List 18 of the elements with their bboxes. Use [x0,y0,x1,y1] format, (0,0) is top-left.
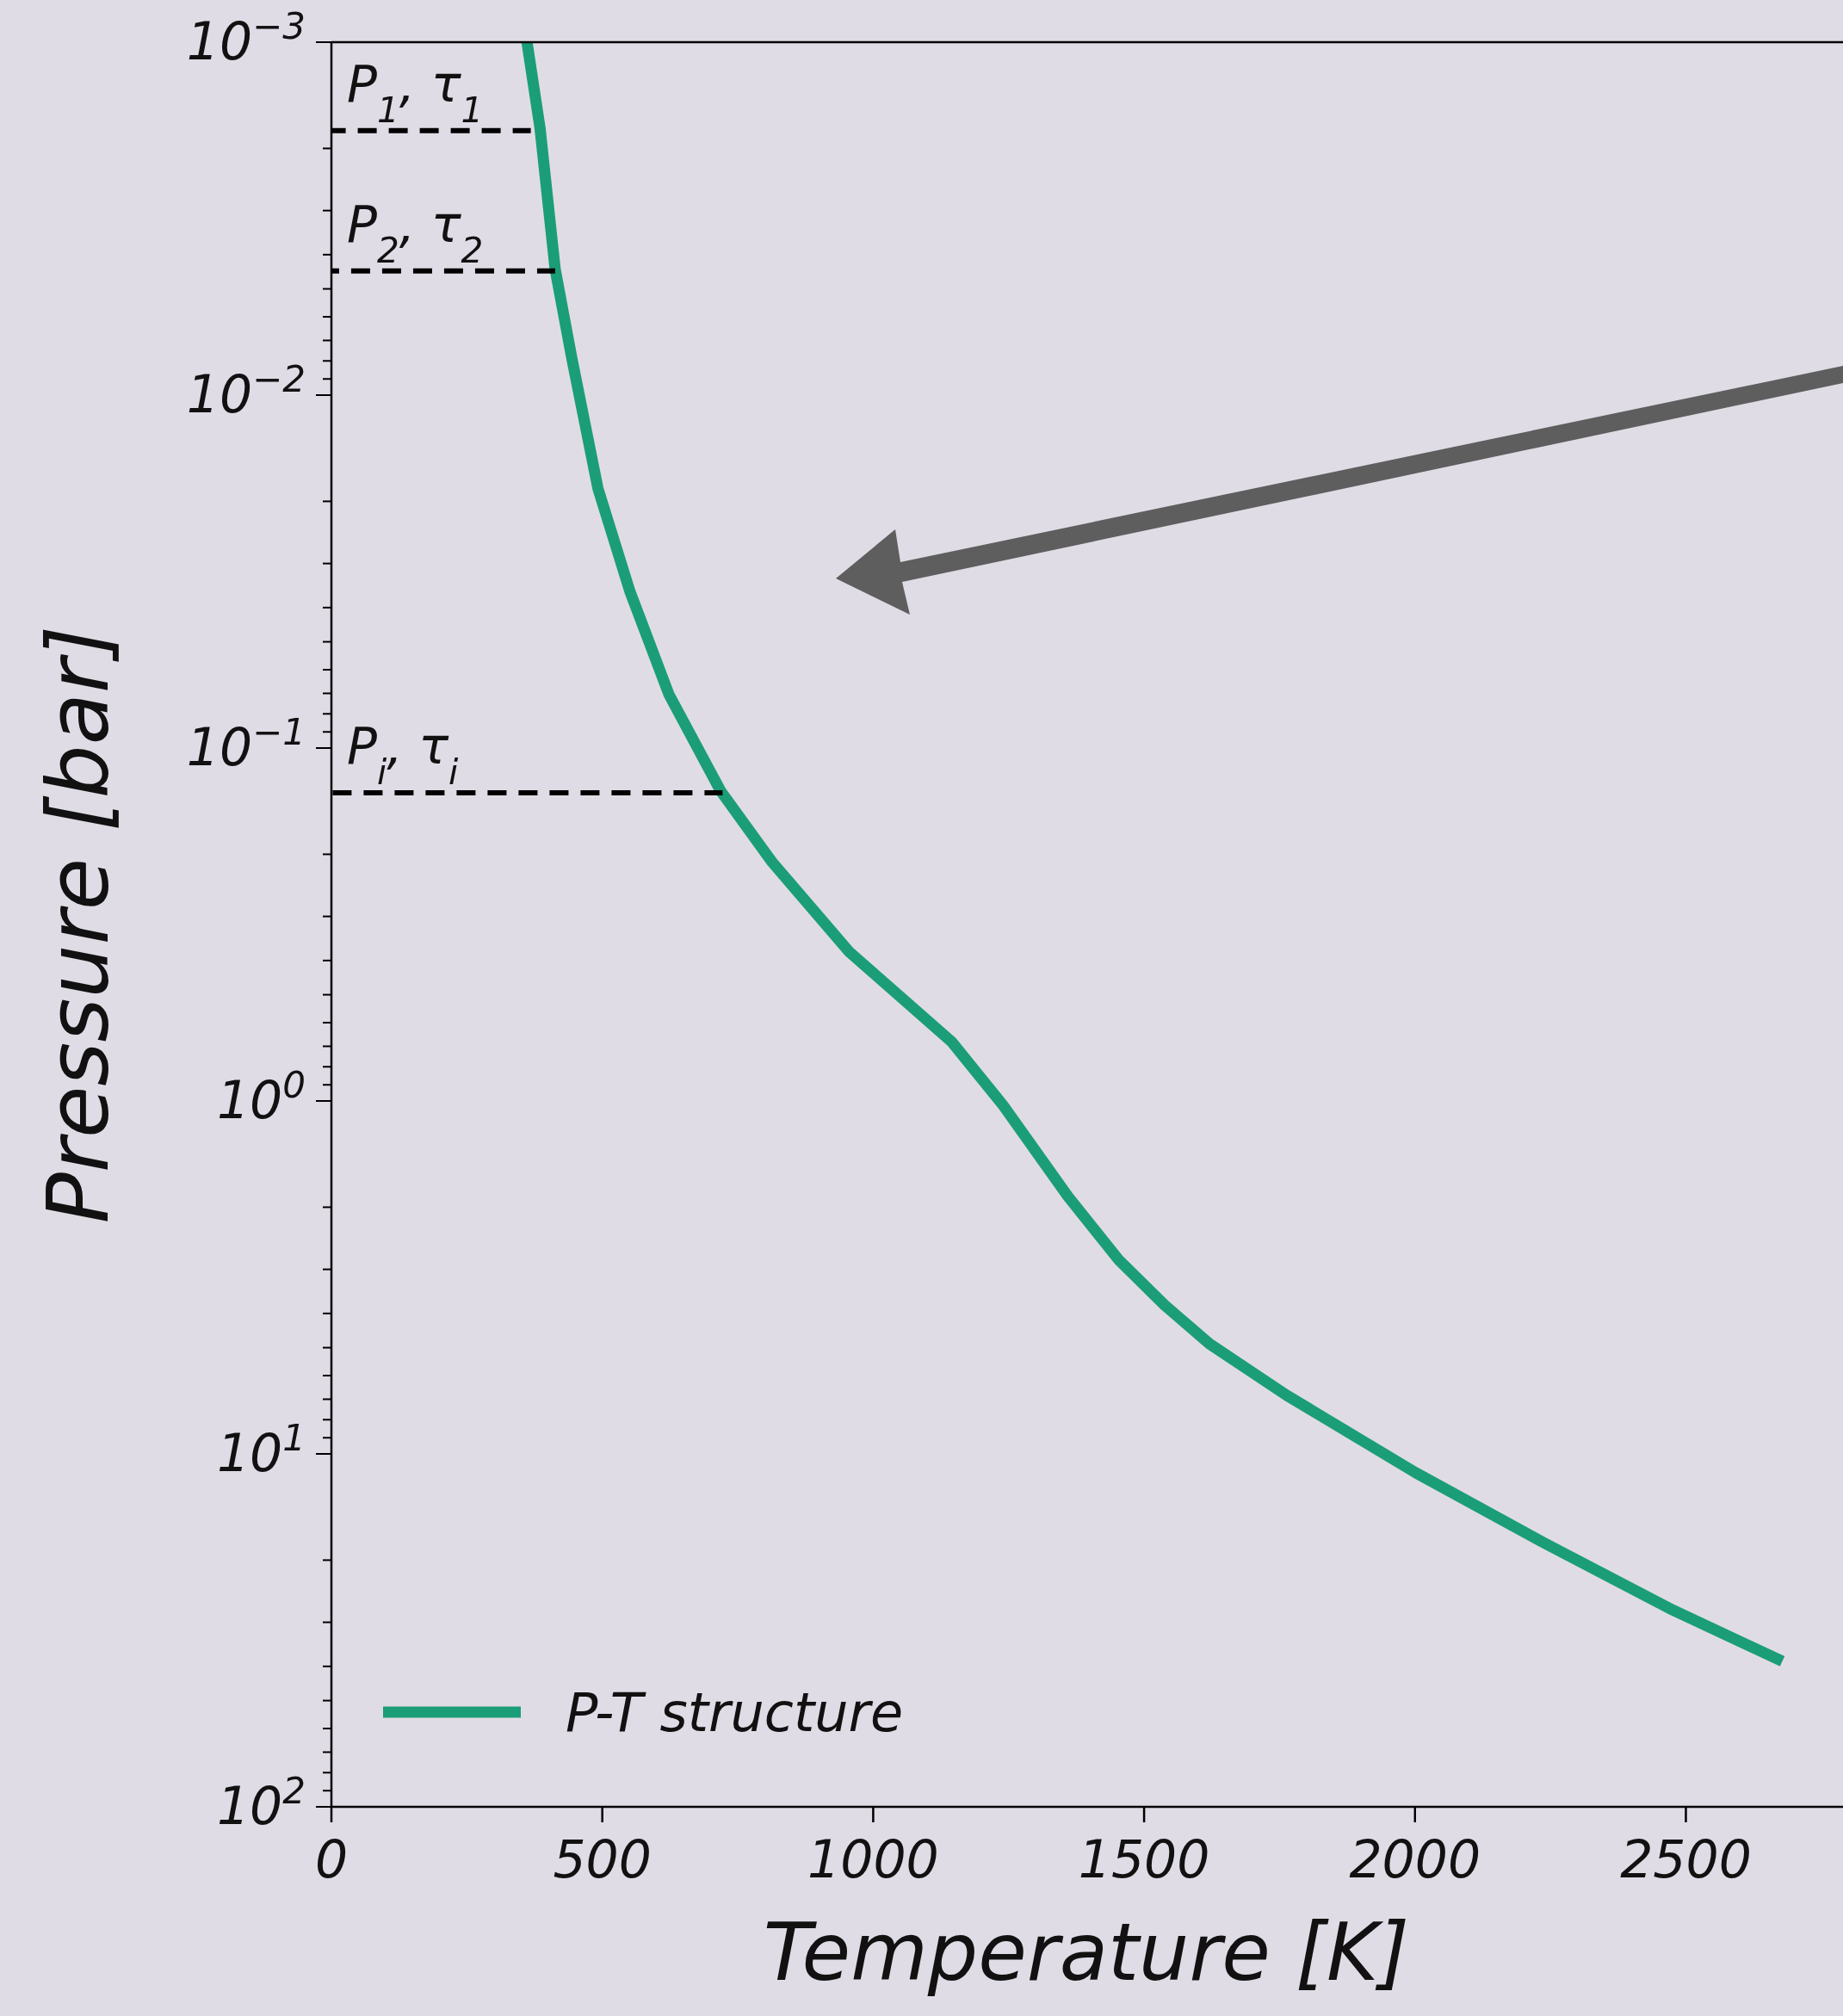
y-tick-label: 10$^{2}$ [216,1769,306,1836]
y-tick-label: 10$^{−3}$ [186,4,306,71]
annotation: P$_{1}$, τ$_{1}$ [347,54,484,131]
x-tick-label: 2500 [1620,1829,1752,1889]
y-axis-title: Pressure [bar] [29,625,127,1224]
x-axis-title: Temperature [K] [763,1907,1410,1999]
legend-label: P-T structure [566,1681,904,1744]
annotation: P$_{2}$, τ$_{2}$ [347,195,484,271]
y-tick-label: 10$^{0}$ [216,1063,306,1130]
x-tick-label: 1500 [1078,1829,1210,1889]
x-tick-label: 500 [553,1829,652,1889]
y-tick-label: 10$^{−1}$ [186,710,306,777]
x-tick-label: 2000 [1349,1829,1481,1889]
annotation: P$_{i}$, τ$_{i}$ [347,717,460,794]
x-tick-label: 1000 [807,1829,939,1889]
y-tick-label: 10$^{1}$ [216,1416,306,1483]
x-tick-label: 0 [314,1829,349,1889]
y-tick-label: 10$^{−2}$ [186,357,306,424]
